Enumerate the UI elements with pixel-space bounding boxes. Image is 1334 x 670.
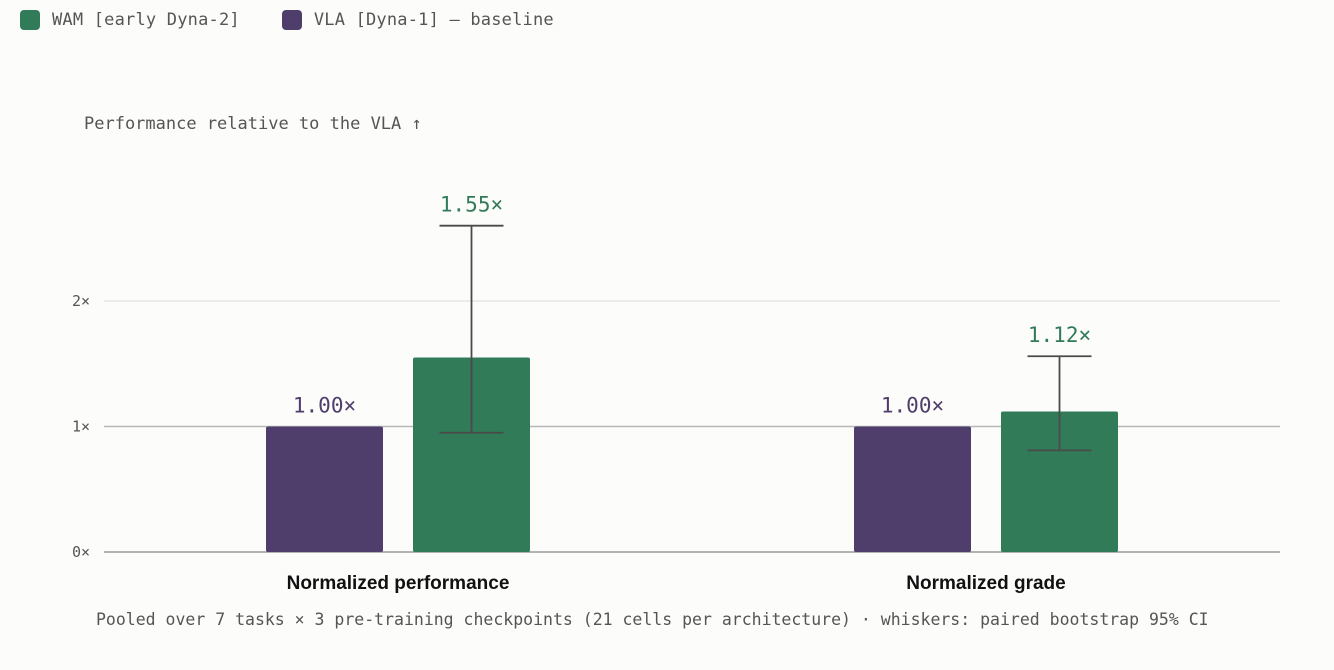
legend-label-wam: WAM [early Dyna-2] — [52, 10, 240, 30]
data-label: 1.55× — [440, 193, 503, 217]
y-tick-label: 0× — [72, 543, 90, 561]
x-category-label: Normalized performance — [287, 573, 510, 594]
bar-wam — [1001, 411, 1118, 552]
legend-item-wam: WAM [early Dyna-2] — [20, 10, 240, 30]
chart-footnote: Pooled over 7 tasks × 3 pre-training che… — [96, 610, 1209, 629]
legend-label-vla: VLA [Dyna-1] — baseline — [313, 10, 554, 30]
y-tick-label: 2× — [72, 292, 90, 310]
legend-swatch-wam — [20, 10, 40, 30]
y-tick-label: 1× — [72, 418, 90, 436]
y-axis-title: Performance relative to the VLA ↑ — [84, 114, 422, 134]
data-label: 1.00× — [881, 394, 944, 418]
x-category-label: Normalized grade — [906, 573, 1065, 594]
data-label: 1.00× — [293, 394, 356, 418]
data-label: 1.12× — [1028, 323, 1091, 347]
legend: WAM [early Dyna-2] VLA [Dyna-1] — baseli… — [20, 10, 596, 30]
bar-wam — [413, 357, 530, 552]
legend-swatch-vla — [281, 10, 302, 30]
bar-vla — [266, 426, 383, 552]
legend-item-vla: VLA [Dyna-1] — baseline — [281, 10, 554, 30]
bar-vla — [854, 426, 971, 552]
